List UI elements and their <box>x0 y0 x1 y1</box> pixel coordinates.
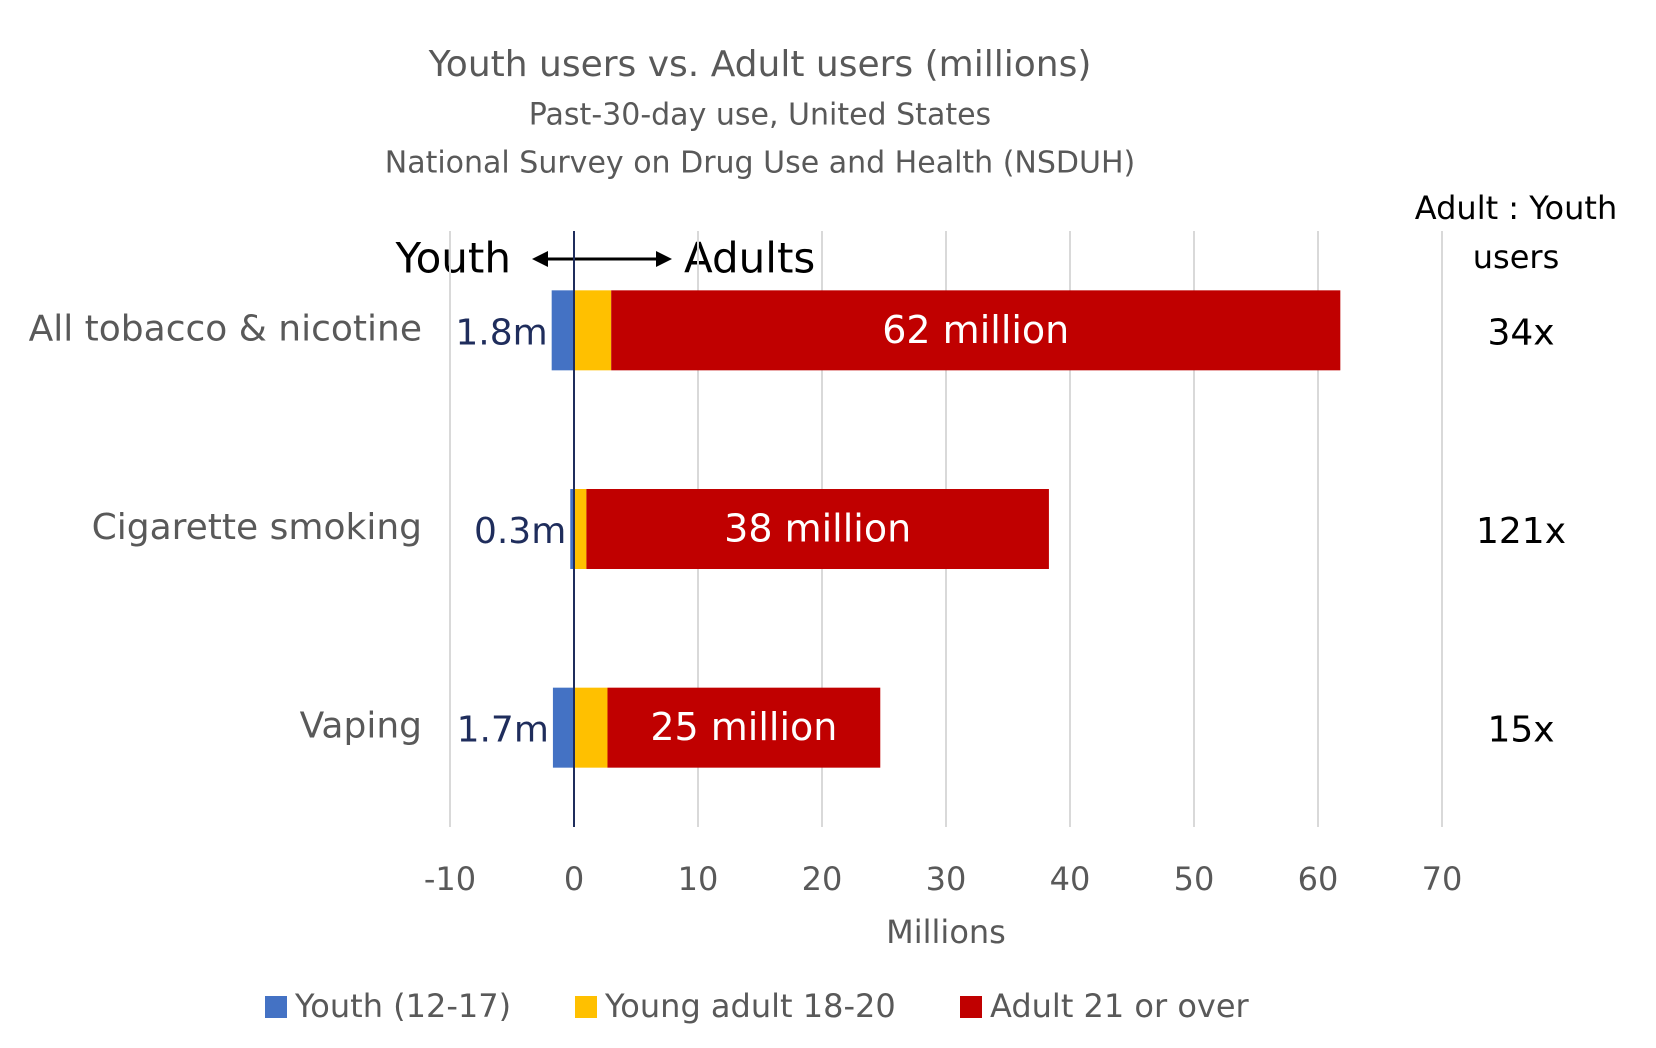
youth-label: 1.8m <box>455 312 547 353</box>
x-tick-label: 10 <box>678 860 719 898</box>
youth-side-label: Youth <box>395 234 511 283</box>
youth-label: 0.3m <box>474 511 566 552</box>
ratio-label: 15x <box>1487 710 1554 751</box>
bar-segment <box>551 290 574 371</box>
ratio-header: users <box>1473 238 1559 276</box>
x-tick-label: 0 <box>564 860 584 898</box>
bar-segment <box>570 489 574 569</box>
bar-segment <box>574 489 587 569</box>
category-label: Cigarette smoking <box>92 507 422 548</box>
legend-swatch <box>575 996 597 1018</box>
adult-side-label: Adults <box>684 234 815 283</box>
legend-label: Youth (12-17) <box>294 987 511 1025</box>
legend-swatch <box>960 996 982 1018</box>
adult-label: 25 million <box>650 705 837 749</box>
x-tick-label: 30 <box>926 860 967 898</box>
category-label: Vaping <box>300 706 422 747</box>
bar-segment <box>552 687 574 768</box>
chart-title: Youth users vs. Adult users (millions) <box>428 44 1092 85</box>
x-tick-label: 70 <box>1422 860 1463 898</box>
adult-label: 38 million <box>724 507 911 551</box>
bar-segment <box>611 290 1341 371</box>
bar-segment <box>574 290 612 371</box>
ratio-label: 121x <box>1476 511 1566 552</box>
chart-subtitle: National Survey on Drug Use and Health (… <box>385 146 1135 181</box>
x-tick-label: -10 <box>424 860 476 898</box>
youth-label: 1.7m <box>457 710 549 751</box>
bar-segment <box>607 687 881 768</box>
ratio-header: Adult : Youth <box>1415 189 1617 227</box>
x-tick-label: 50 <box>1174 860 1215 898</box>
x-tick-label: 20 <box>802 860 843 898</box>
chart-subtitle: Past-30-day use, United States <box>529 98 991 133</box>
legend-swatch <box>265 996 287 1018</box>
bar-segment <box>574 687 608 768</box>
category-label: All tobacco & nicotine <box>29 308 422 349</box>
x-tick-label: 40 <box>1050 860 1091 898</box>
legend-label: Adult 21 or over <box>990 987 1250 1025</box>
x-tick-label: 60 <box>1298 860 1339 898</box>
direction-arrow <box>532 251 672 267</box>
x-axis-title: Millions <box>886 913 1006 951</box>
adult-label: 62 million <box>882 308 1069 352</box>
ratio-label: 34x <box>1487 312 1554 353</box>
bar-segment <box>586 489 1049 569</box>
legend-label: Young adult 18-20 <box>604 987 896 1025</box>
